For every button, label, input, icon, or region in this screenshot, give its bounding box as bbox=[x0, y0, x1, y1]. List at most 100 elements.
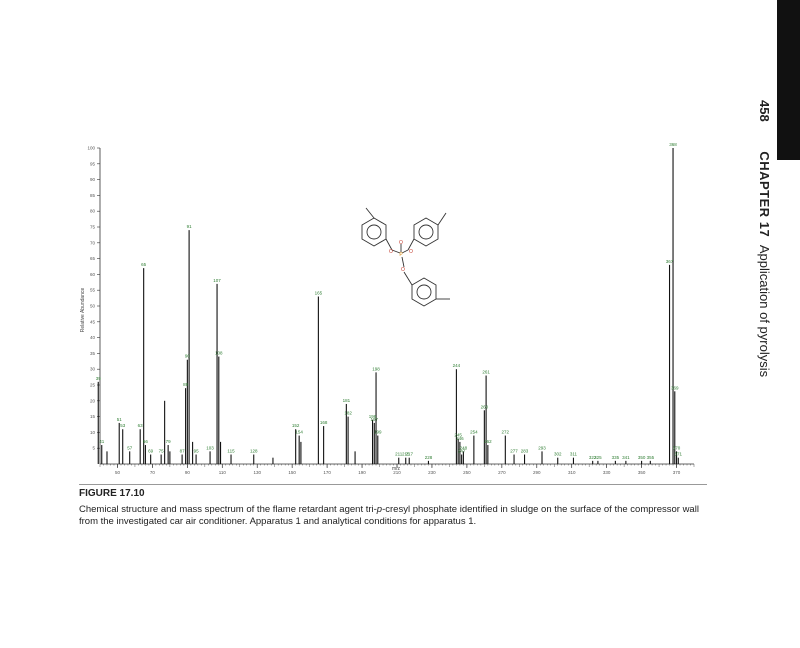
peak-label: 79 bbox=[166, 439, 172, 444]
x-tick-label: 150 bbox=[288, 470, 296, 475]
peak-label: 262 bbox=[484, 439, 492, 444]
peak-label: 228 bbox=[425, 455, 433, 460]
y-tick-label: 95 bbox=[90, 161, 96, 166]
peak-label: 89 bbox=[183, 382, 189, 387]
peak-label: 370 bbox=[673, 445, 681, 450]
peak-label: 293 bbox=[538, 445, 546, 450]
peak-label: 248 bbox=[460, 445, 468, 450]
peak-label: 65 bbox=[141, 262, 147, 267]
benzene-ring-bottom bbox=[411, 277, 437, 307]
x-axis-label: m/z bbox=[392, 466, 401, 472]
y-tick-label: 65 bbox=[90, 256, 96, 261]
peak-label: 154 bbox=[295, 430, 303, 435]
page-number: 458 bbox=[757, 100, 772, 122]
peak-label: 115 bbox=[227, 449, 235, 454]
benzene-ring-left bbox=[361, 217, 387, 247]
x-tick-label: 70 bbox=[150, 470, 156, 475]
mass-spectrum-chart: 5 10 15 20 25 30 35 40 45 50 55 60 65 70 75 80 85 90 95 100… bbox=[80, 142, 695, 475]
chapter-title: Application of pyrolysis bbox=[757, 244, 772, 378]
peak-label: 182 bbox=[344, 411, 352, 416]
oxygen-label: O bbox=[409, 249, 413, 255]
figure-label: FIGURE 17.10 bbox=[79, 488, 145, 499]
peak-label: 41 bbox=[99, 439, 105, 444]
peak-label: 325 bbox=[594, 455, 602, 460]
chart-axes: 5 10 15 20 25 30 35 40 45 50 55 60 65 70 75 80 85 90 95 100… bbox=[87, 146, 695, 475]
x-tick-label: 190 bbox=[358, 470, 366, 475]
x-tick-label: 250 bbox=[463, 470, 471, 475]
structure-atom-labels: O O P O O bbox=[389, 240, 413, 273]
x-tick-label: 90 bbox=[185, 470, 191, 475]
peak-label: 90 bbox=[185, 354, 191, 359]
y-tick-label: 55 bbox=[90, 288, 96, 293]
y-tick-label: 50 bbox=[90, 304, 96, 309]
peak-label: 302 bbox=[554, 452, 562, 457]
peak-label: 198 bbox=[372, 366, 380, 371]
peak-label: 350 bbox=[638, 455, 646, 460]
oxygen-label: O bbox=[389, 249, 393, 255]
y-tick-label: 90 bbox=[90, 177, 96, 182]
y-tick-label: 85 bbox=[90, 193, 96, 198]
y-tick-label: 20 bbox=[90, 398, 96, 403]
y-tick-label: 10 bbox=[90, 430, 96, 435]
x-tick-label: 230 bbox=[428, 470, 436, 475]
peak-label: 199 bbox=[374, 430, 382, 435]
aromatic-circle bbox=[418, 224, 434, 240]
peak-label: 277 bbox=[510, 449, 518, 454]
peak-label: 87 bbox=[180, 449, 186, 454]
y-axis-label: Relative Abundance bbox=[80, 288, 86, 333]
aromatic-circle bbox=[366, 224, 382, 240]
y-tick-label: 70 bbox=[90, 240, 96, 245]
peak-label: 261 bbox=[482, 370, 490, 375]
peak-label: 39 bbox=[96, 376, 102, 381]
y-tick-label: 60 bbox=[90, 272, 96, 277]
peaks-layer bbox=[97, 148, 679, 464]
peak-label: 367 bbox=[666, 259, 674, 264]
caption-text: Chemical structure and mass spectrum of … bbox=[79, 504, 711, 528]
peak-label: 260 bbox=[481, 404, 489, 409]
peak-label: 211 bbox=[395, 452, 403, 457]
peak-label: 341 bbox=[622, 455, 630, 460]
peak-label: 355 bbox=[647, 455, 655, 460]
caption-italic-p: p bbox=[376, 504, 383, 515]
x-tick-label: 50 bbox=[115, 470, 121, 475]
peak-label: 217 bbox=[405, 452, 413, 457]
peak-label: 103 bbox=[206, 445, 214, 450]
running-head: 458 CHAPTER 17 Application of pyrolysis bbox=[752, 100, 772, 400]
peak-label: 368 bbox=[669, 142, 677, 147]
y-tick-label: 40 bbox=[90, 335, 96, 340]
peak-label: 107 bbox=[213, 278, 221, 283]
y-tick-label: 45 bbox=[90, 319, 96, 324]
peak-label: 246 bbox=[456, 436, 464, 441]
x-tick-label: 310 bbox=[568, 470, 576, 475]
x-tick-label: 330 bbox=[603, 470, 611, 475]
chapter-edge-tab bbox=[777, 0, 800, 160]
peak-label: 245 bbox=[454, 433, 462, 438]
peak-label: 181 bbox=[343, 398, 351, 403]
x-tick-label: 170 bbox=[323, 470, 331, 475]
peak-label: 272 bbox=[502, 430, 510, 435]
phosphorus-label: P bbox=[399, 252, 403, 258]
peak-label: 53 bbox=[120, 423, 126, 428]
peak-label: 168 bbox=[320, 420, 328, 425]
oxygen-label: O bbox=[401, 267, 405, 273]
y-tick-label: 5 bbox=[92, 446, 95, 451]
peak-label: 197 bbox=[371, 417, 379, 422]
peak-label: 91 bbox=[187, 224, 193, 229]
aromatic-circle bbox=[416, 284, 432, 300]
peak-label: 322 bbox=[589, 455, 597, 460]
y-tick-label: 15 bbox=[90, 414, 96, 419]
peak-label: 254 bbox=[470, 430, 478, 435]
peak-label: 75 bbox=[159, 449, 165, 454]
oxygen-label: O bbox=[399, 240, 403, 246]
x-tick-label: 130 bbox=[253, 470, 261, 475]
x-tick-label: 370 bbox=[673, 470, 681, 475]
peak-label: 69 bbox=[148, 449, 154, 454]
peak-label: 57 bbox=[127, 445, 133, 450]
benzene-ring-right bbox=[413, 217, 439, 247]
peak-label: 371 bbox=[675, 452, 683, 457]
caption-text-end: -cresyl phosphate identified in sludge o… bbox=[79, 504, 699, 527]
peak-label: 311 bbox=[570, 452, 578, 457]
x-tick-label: 270 bbox=[498, 470, 506, 475]
peak-label: 215 bbox=[402, 452, 410, 457]
